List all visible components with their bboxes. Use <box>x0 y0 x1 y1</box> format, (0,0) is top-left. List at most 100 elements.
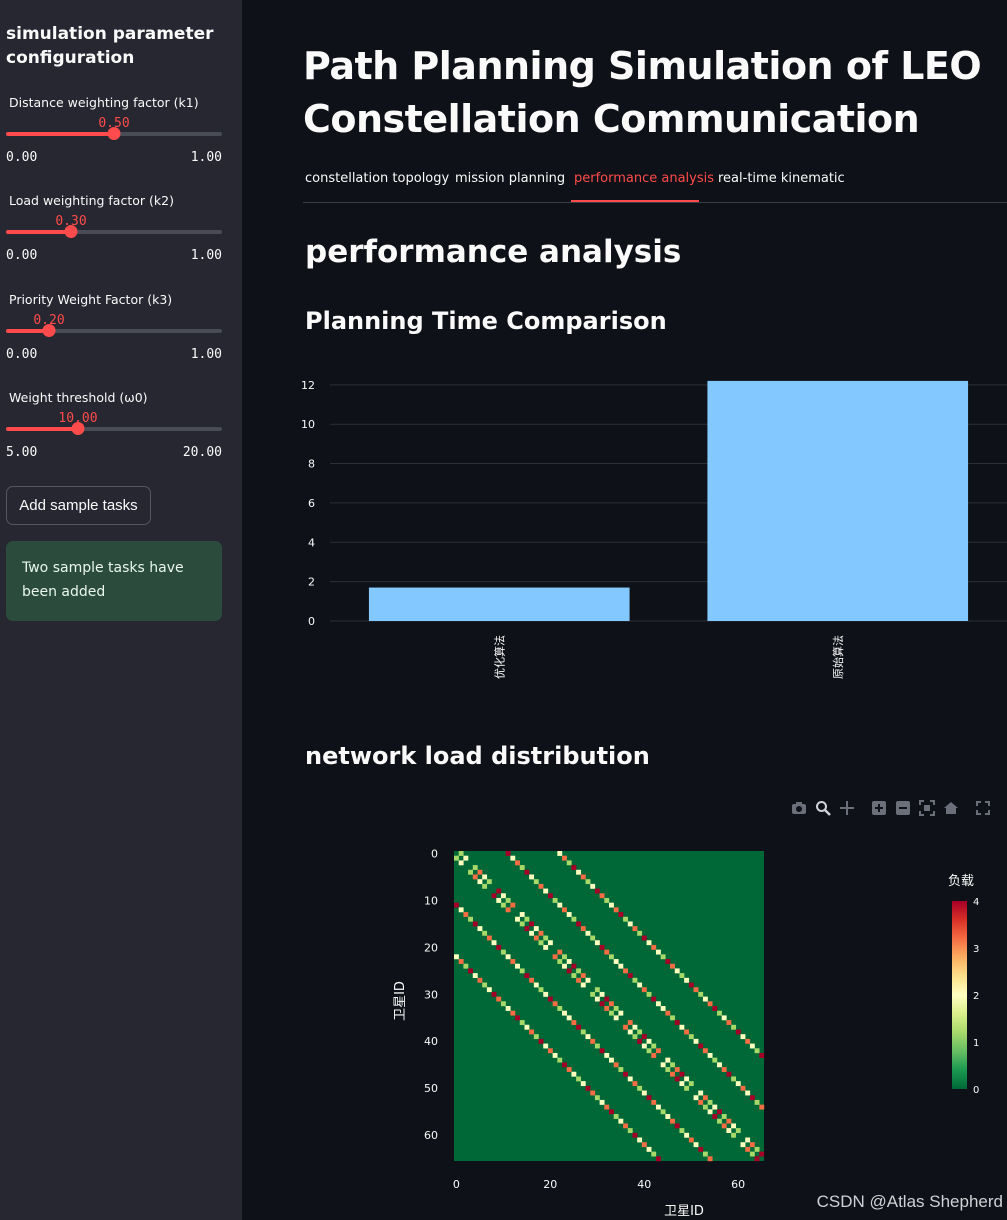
heatmap-cell <box>655 1057 661 1063</box>
heatmap-cell <box>571 1020 577 1025</box>
heatmap-cell <box>641 1034 647 1040</box>
heatmap-cell <box>674 1067 680 1072</box>
slider-fill <box>6 132 114 136</box>
heatmap-cell <box>613 1114 619 1119</box>
heatmap-cell <box>632 977 638 983</box>
heatmap-cell <box>585 879 591 885</box>
network-load-heatmap[interactable]: 0 10 20 30 40 50 60 0 20 40 60 卫星ID 卫星ID 负载 0 1 2 3 4 <box>380 790 1007 1220</box>
planning-time-bar-chart[interactable]: 0 2 4 6 8 10 12 优化算法 原始算法 <box>290 350 1007 695</box>
heatmap-cell <box>566 1067 572 1072</box>
heatmap-cell <box>590 883 596 889</box>
slider-thumb[interactable] <box>42 324 56 337</box>
heatmap-cell <box>623 1015 628 1021</box>
heatmap-cell <box>580 982 586 988</box>
heatmap-cell <box>580 973 586 979</box>
heatmap-cell <box>679 1071 685 1077</box>
slider-max: 20.00 <box>182 445 222 460</box>
heatmap-cell <box>655 1001 661 1007</box>
autoscale-icon[interactable] <box>918 800 936 818</box>
heatmap-cell <box>740 1132 746 1138</box>
slider-track[interactable] <box>6 427 222 431</box>
heatmap-cell <box>618 1067 624 1072</box>
heatmap-cell <box>468 968 473 974</box>
slider-w0[interactable]: Weight threshold (ω0) 10.00 5.00 20.00 <box>6 390 222 468</box>
slider-k1[interactable]: Distance weighting factor (k1) 0.50 0.00… <box>6 95 222 173</box>
heatmap-cell <box>698 991 704 997</box>
heatmap-cell <box>538 1038 544 1044</box>
heatmap-cell <box>735 1137 741 1143</box>
slider-label: Weight threshold (ω0) <box>9 390 148 405</box>
heatmap-cell <box>472 874 478 880</box>
tab-real-time-kinematic[interactable]: real-time kinematic <box>718 171 845 186</box>
slider-k3[interactable]: Priority Weight Factor (k3) 0.20 0.00 1.… <box>6 292 222 370</box>
heatmap-cell <box>702 1151 708 1157</box>
heatmap-cell <box>660 1006 666 1011</box>
heatmap-cell <box>665 959 671 964</box>
heatmap-cell <box>698 1146 704 1152</box>
tab-mission-planning[interactable]: mission planning <box>455 171 566 186</box>
heatmap-cell <box>726 1128 732 1134</box>
heatmap-cell <box>557 851 563 856</box>
success-alert: Two sample tasks have been added <box>6 541 222 621</box>
slider-min: 5.00 <box>6 445 38 460</box>
heatmap-cell <box>660 1052 666 1058</box>
y-tick-label: 4 <box>308 536 315 549</box>
heatmap-cell <box>477 869 483 875</box>
tab-constellation-topology[interactable]: constellation topology <box>305 171 450 186</box>
slider-thumb[interactable] <box>64 225 78 238</box>
heatmap-cell <box>580 874 586 880</box>
heatmap-cell <box>496 996 502 1002</box>
heatmap-cell <box>609 1057 614 1063</box>
heatmap-cell <box>571 963 577 969</box>
heatmap-cell <box>754 1156 760 1162</box>
heatmap-cell <box>731 1123 737 1129</box>
slider-track[interactable] <box>6 329 222 333</box>
slider-thumb[interactable] <box>71 422 85 435</box>
heatmap-cell <box>524 973 530 979</box>
heatmap-cell <box>515 963 520 969</box>
heatmap-cell <box>538 940 544 946</box>
sidebar: simulation parameter configuration Dista… <box>0 0 242 1220</box>
slider-fill <box>6 230 71 234</box>
heatmap-cell <box>670 1071 675 1077</box>
fullscreen-icon[interactable] <box>974 800 992 818</box>
colorbar-tick-label: 3 <box>973 944 979 955</box>
slider-fill <box>6 329 49 333</box>
heatmap-cell <box>646 1048 652 1054</box>
heatmap-cell <box>500 902 506 908</box>
heatmap-cell <box>618 1020 624 1025</box>
heatmap-cell <box>505 897 511 903</box>
heatmap-cell <box>740 1034 746 1040</box>
heatmap-cell <box>623 916 628 922</box>
heatmap-cell <box>651 996 657 1002</box>
heatmap-cell <box>505 954 511 960</box>
heatmap-cell <box>543 935 549 941</box>
add-sample-tasks-button[interactable]: Add sample tasks <box>6 486 151 525</box>
colorbar <box>952 901 967 1089</box>
heatmap-cell <box>604 1052 610 1058</box>
heatmap-cell <box>482 982 488 988</box>
heatmap-cell <box>745 1137 751 1143</box>
heatmap-cell <box>693 1095 699 1101</box>
heatmap-cell <box>693 1142 699 1148</box>
slider-thumb[interactable] <box>107 127 121 140</box>
slider-k2[interactable]: Load weighting factor (k2) 0.30 0.00 1.0… <box>6 193 222 271</box>
heatmap-cell <box>482 874 488 880</box>
heatmap-cell <box>609 1109 614 1115</box>
slider-track[interactable] <box>6 230 222 234</box>
heatmap-cell <box>599 1099 605 1105</box>
zoom-in-icon[interactable] <box>870 800 888 818</box>
home-icon[interactable] <box>942 800 960 818</box>
tab-performance-analysis[interactable]: performance analysis <box>574 171 715 186</box>
heatmap-cell <box>585 1034 591 1040</box>
heatmap-cell <box>463 865 469 870</box>
heatmap-cell <box>566 959 572 964</box>
y-tick-label: 0 <box>431 847 438 860</box>
heatmap-cell <box>623 1024 628 1030</box>
camera-icon[interactable] <box>790 800 808 818</box>
pan-icon[interactable] <box>838 800 856 818</box>
heatmap-cell <box>609 1001 614 1007</box>
zoom-out-icon[interactable] <box>894 800 912 818</box>
heatmap-cell <box>702 1104 708 1110</box>
zoom-icon[interactable] <box>814 800 832 818</box>
